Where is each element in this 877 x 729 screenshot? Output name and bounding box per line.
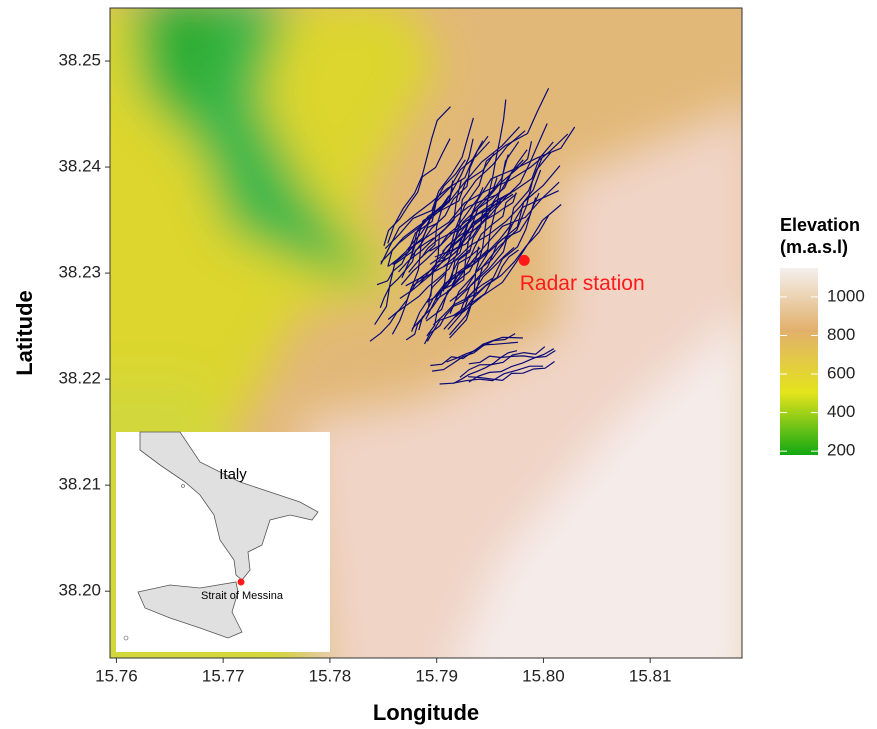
colorbar-tick-label: 600	[827, 364, 855, 383]
colorbar-tick-label: 1000	[827, 286, 865, 305]
legend-title: Elevation (m.a.s.l)	[780, 214, 877, 258]
y-tick-label: 38.25	[58, 51, 101, 70]
inset-map: Italy Strait of Messina	[116, 432, 330, 652]
inset-station-dot	[238, 579, 245, 586]
x-axis-title: Longitude	[373, 700, 479, 725]
inset-strait-label: Strait of Messina	[201, 590, 284, 602]
station-point	[519, 255, 530, 266]
x-tick-label: 15.80	[522, 666, 565, 685]
y-tick-label: 38.22	[58, 369, 101, 388]
colorbar-tick-label: 800	[827, 325, 855, 344]
inset-country-label: Italy	[219, 466, 247, 483]
x-tick-label: 15.79	[415, 666, 458, 685]
colorbar-tick-label: 200	[827, 441, 855, 460]
station-label: Radar station	[520, 272, 645, 295]
x-tick-label: 15.78	[309, 666, 352, 685]
x-tick-label: 15.81	[629, 666, 672, 685]
y-axis-title: Latitude	[12, 290, 37, 376]
y-tick-label: 38.24	[58, 157, 101, 176]
y-tick-label: 38.21	[58, 475, 101, 494]
x-tick-label: 15.76	[95, 666, 138, 685]
colorbar-tick-label: 400	[827, 402, 855, 421]
page: Italy Strait of Messina Longitude Latitu…	[0, 0, 877, 729]
y-tick-label: 38.20	[58, 581, 101, 600]
x-tick-label: 15.77	[202, 666, 245, 685]
chart: Italy Strait of Messina Longitude Latitu…	[0, 0, 877, 729]
y-tick-label: 38.23	[58, 263, 101, 282]
colorbar	[780, 268, 818, 455]
